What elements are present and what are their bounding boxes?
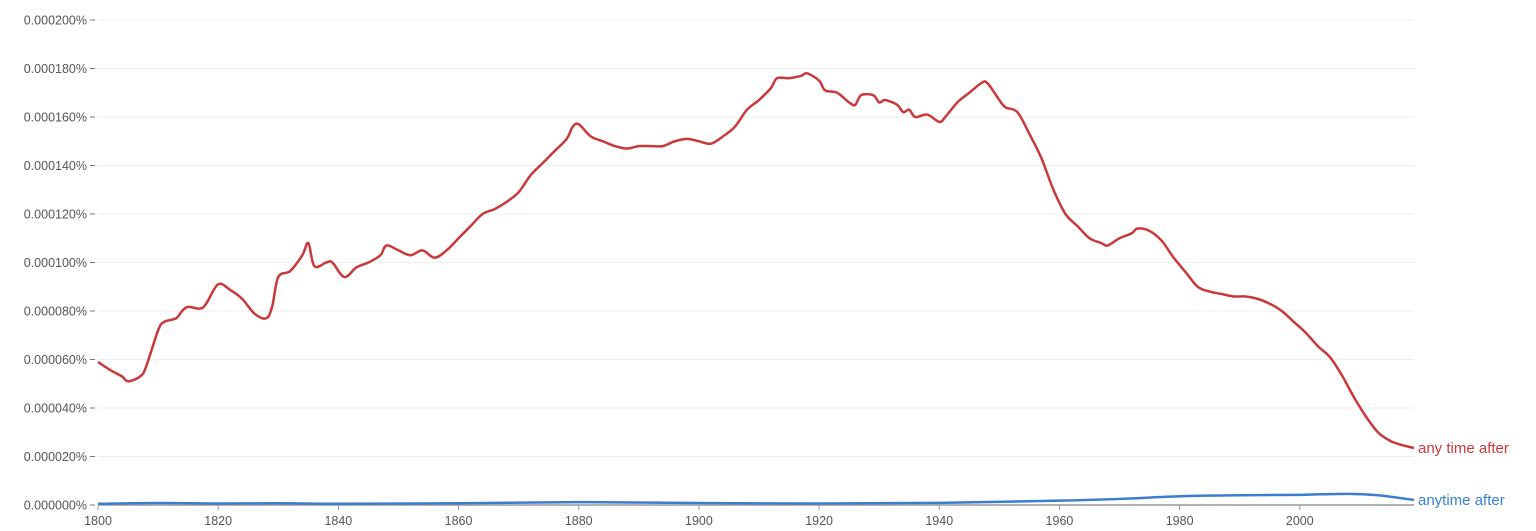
y-tick-label: 0.000000% — [24, 499, 87, 513]
y-tick-label: 0.000200% — [24, 14, 87, 28]
y-tick-label: 0.000120% — [24, 208, 87, 222]
y-tick-label: 0.000080% — [24, 305, 87, 319]
series-label: anytime after — [1418, 492, 1505, 509]
y-tick-label: 0.000100% — [24, 256, 87, 270]
series-line-1 — [97, 492, 1415, 506]
x-tick-label: 1880 — [565, 514, 593, 528]
x-tick-label: 1920 — [805, 514, 833, 528]
x-tick-label: 1840 — [324, 514, 352, 528]
series-label: any time after — [1418, 440, 1509, 457]
x-tick-label: 1940 — [925, 514, 953, 528]
y-tick-label: 0.000060% — [24, 353, 87, 367]
x-tick-label: 1900 — [685, 514, 713, 528]
y-tick-label: 0.000040% — [24, 402, 87, 416]
series-lines: any time after anytime after — [97, 71, 1509, 509]
x-axis: 1800 1820 1840 1860 1880 1900 1920 1940 1960 1980… — [84, 504, 1414, 528]
x-tick-label: 1960 — [1046, 514, 1074, 528]
x-tick-label: 1820 — [204, 514, 232, 528]
y-tick-label: 0.000180% — [24, 62, 87, 76]
series-line-0 — [97, 71, 1415, 450]
x-tick-label: 1980 — [1166, 514, 1194, 528]
y-tick-label: 0.000020% — [24, 450, 87, 464]
y-tick-label: 0.000140% — [24, 159, 87, 173]
gridlines — [98, 19, 1414, 457]
y-axis: 0.000000% 0.000020% 0.000040% 0.000060% 0.00… — [24, 14, 95, 513]
x-tick-label: 2000 — [1286, 514, 1314, 528]
x-tick-label: 1860 — [445, 514, 473, 528]
x-tick-label: 1800 — [84, 514, 112, 528]
y-tick-label: 0.000160% — [24, 111, 87, 125]
